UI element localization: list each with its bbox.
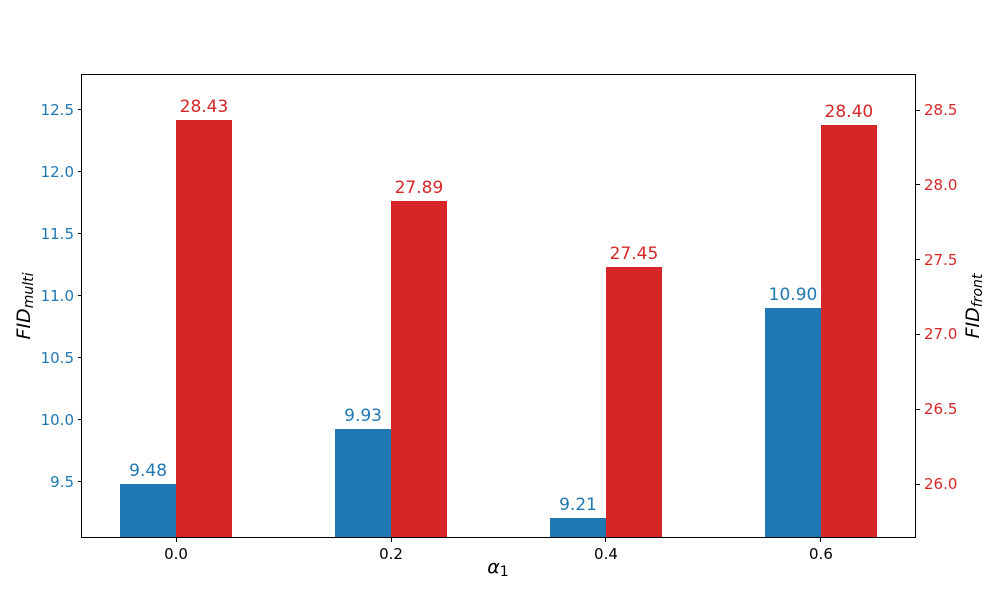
left-y-tick-mark: [78, 419, 82, 421]
right-y-tick-mark: [916, 184, 920, 186]
left-y-axis-label-text: FID: [12, 308, 35, 340]
left-y-tick-label: 12.5: [40, 100, 74, 119]
right-y-tick-mark: [916, 483, 920, 485]
left-series-bar: [550, 517, 606, 537]
left-y-tick-mark: [78, 233, 82, 235]
right-series-bar-value-label: 27.89: [394, 178, 444, 199]
x-tick-mark: [605, 538, 607, 542]
left-series-bar-value-label: 10.90: [768, 285, 818, 306]
left-y-axis-label-subscript: multi: [21, 272, 38, 309]
x-axis-label: α1: [487, 556, 508, 580]
left-y-tick-label: 11.5: [40, 224, 74, 243]
left-y-tick-mark: [78, 171, 82, 173]
left-series-bar-value-label: 9.48: [129, 461, 168, 482]
right-series-bar: [605, 267, 662, 537]
left-y-tick-label: 10.0: [40, 410, 74, 429]
left-series-bar-value-label: 9.21: [559, 494, 597, 515]
left-y-tick-mark: [78, 295, 82, 297]
left-y-tick-label: 12.0: [40, 162, 74, 181]
right-y-tick-label: 28.5: [924, 101, 958, 119]
left-series-bar-value-label: 9.93: [344, 405, 382, 426]
right-y-tick-label: 26.0: [924, 475, 958, 494]
x-tick-label: 0.2: [379, 545, 403, 563]
right-y-tick-mark: [916, 109, 920, 111]
left-series-bar: [765, 308, 821, 537]
x-axis-label-text: α: [487, 556, 500, 578]
x-tick-mark: [175, 538, 177, 542]
x-tick-label: 0.6: [809, 545, 833, 563]
x-tick-mark: [390, 538, 392, 542]
left-y-tick-mark: [78, 109, 82, 111]
x-tick-label: 0.4: [594, 545, 618, 563]
left-series-bar: [335, 428, 391, 537]
x-tick-mark: [820, 538, 822, 542]
right-series-bar-value-label: 27.45: [609, 244, 659, 265]
right-y-tick-mark: [916, 259, 920, 261]
right-y-tick-label: 27.5: [924, 250, 958, 269]
right-series-bar: [391, 201, 447, 537]
right-series-bar-value-label: 28.43: [179, 97, 229, 118]
left-series-bar: [120, 484, 177, 537]
left-y-tick-label: 9.5: [50, 472, 74, 491]
x-tick-label: 0.0: [164, 545, 188, 563]
x-axis-label-subscript: 1: [499, 564, 509, 581]
left-y-tick-label: 10.5: [40, 348, 74, 367]
left-y-tick-mark: [78, 481, 82, 483]
right-series-bar-value-label: 28.40: [824, 101, 874, 122]
left-y-tick-mark: [78, 357, 82, 359]
right-y-axis-label-subscript: front: [970, 273, 987, 308]
right-y-tick-label: 28.0: [924, 175, 958, 194]
right-y-tick-mark: [916, 333, 920, 335]
right-series-bar: [176, 120, 232, 537]
right-y-tick-label: 26.5: [924, 400, 958, 419]
right-y-axis-label-text: FID: [961, 307, 984, 339]
left-y-tick-label: 11.0: [40, 286, 74, 305]
right-series-bar: [820, 124, 877, 537]
right-y-axis-label: FIDfront: [962, 274, 986, 339]
left-y-axis-label: FIDmulti: [13, 273, 37, 340]
right-y-tick-mark: [916, 408, 920, 410]
right-y-tick-label: 27.0: [924, 325, 958, 344]
